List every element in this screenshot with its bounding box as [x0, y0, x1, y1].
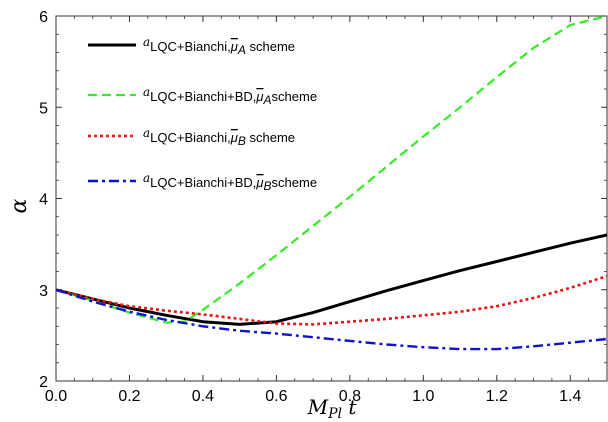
legend-mu: μ [255, 175, 263, 190]
legend-subscript: LQC+Bianchi+BD, [150, 89, 256, 104]
series-line-2 [56, 16, 607, 324]
series-line-3 [56, 274, 607, 326]
legend-scheme: scheme [246, 130, 295, 145]
x-tick-label: 0.0 [45, 388, 67, 405]
y-tick-label: 3 [39, 283, 48, 300]
y-tick-label: 2 [39, 374, 48, 391]
legend-subscript: LQC+Bianchi, [150, 130, 231, 145]
legend-label-4: aLQC+Bianchi+BD,μBscheme [143, 171, 317, 193]
legend-mu: μ [230, 130, 238, 145]
series-line-1 [56, 233, 607, 326]
legend-label-1: aLQC+Bianchi,μA scheme [143, 35, 295, 57]
plot-area-border [55, 15, 608, 382]
x-axis-label-suffix: t [342, 395, 357, 419]
legend-alpha: a [143, 171, 150, 185]
x-tick-label: 0.2 [118, 388, 140, 405]
legend: aLQC+Bianchi,μA schemeaLQC+Bianchi+BD,μA… [88, 35, 317, 193]
y-tick-label: 5 [39, 100, 48, 117]
legend-subscript: LQC+Bianchi+BD, [150, 175, 256, 190]
x-axis-label-main: M [307, 395, 329, 419]
y-axis-ticks: 2 3 4 5 6 [39, 9, 607, 391]
legend-scheme: scheme [272, 175, 318, 190]
legend-alpha: a [143, 126, 150, 140]
legend-subscript: LQC+Bianchi, [150, 39, 231, 54]
legend-alpha: a [143, 35, 150, 49]
legend-mu: μ [230, 39, 238, 54]
series-layer [56, 16, 607, 351]
legend-mu-subscript: B [238, 134, 246, 148]
y-tick-label: 6 [39, 9, 48, 26]
plot-frame [55, 15, 608, 382]
legend-scheme: scheme [272, 89, 318, 104]
x-tick-label: 0.8 [339, 388, 361, 405]
y-axis-label: α [7, 198, 32, 213]
series-line-4 [56, 288, 607, 351]
legend-mu: μ [255, 89, 263, 104]
legend-label-2: aLQC+Bianchi+BD,μAscheme [143, 85, 317, 107]
x-tick-label: 1.0 [412, 388, 434, 405]
x-tick-label: 1.4 [559, 388, 581, 405]
x-axis-label: MPl t [307, 395, 358, 422]
x-axis-ticks: 0.0 0.2 0.4 0.6 0.8 1.0 1.2 1.4 [45, 16, 608, 405]
x-axis-label-subscript: Pl [327, 406, 342, 422]
x-tick-label: 0.4 [192, 388, 214, 405]
axis-labels: MPl t α [7, 198, 357, 422]
y-tick-label: 4 [39, 192, 48, 209]
legend-mu-subscript: A [263, 93, 272, 107]
x-tick-label: 1.2 [486, 388, 508, 405]
legend-mu-subscript: B [264, 179, 272, 193]
legend-label-3: aLQC+Bianchi,μB scheme [143, 126, 295, 148]
x-tick-label: 0.6 [265, 388, 287, 405]
legend-mu-subscript: A [237, 43, 246, 57]
legend-scheme: scheme [246, 39, 295, 54]
legend-alpha: a [143, 85, 150, 99]
